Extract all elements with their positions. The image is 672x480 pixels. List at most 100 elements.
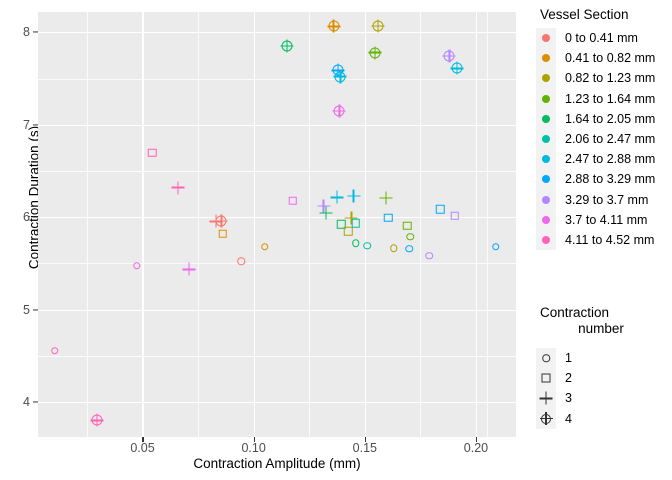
data-point [218, 229, 227, 238]
gridline-minor-vertical [198, 12, 199, 437]
shape-legend-title-line: number [578, 320, 624, 336]
circle-icon [542, 135, 550, 144]
colour-legend-item[interactable]: 0 to 0.41 mm [536, 28, 655, 49]
circle-icon [542, 215, 550, 224]
y-tick-label: 7 [23, 117, 30, 132]
colour-legend-label: 2.88 to 3.29 mm [565, 172, 656, 187]
colour-legend-label: 1.23 to 1.64 mm [565, 91, 656, 106]
shape-legend-label: 4 [565, 411, 572, 426]
data-point [389, 244, 398, 252]
data-point [347, 189, 361, 203]
circle-plus-icon [539, 412, 553, 426]
x-axis-title: Contraction Amplitude (mm) [193, 456, 361, 471]
x-tick-label: 0.05 [130, 441, 155, 455]
gridline-minor-vertical [420, 12, 421, 437]
data-point [436, 205, 445, 214]
shape-legend-title-line: Contraction [540, 305, 610, 320]
gridline-major-vertical [475, 12, 478, 437]
colour-legend-title: Vessel Section [540, 7, 629, 22]
x-tick-label: 0.10 [241, 441, 266, 455]
circle-icon [542, 235, 550, 244]
shape-legend-item[interactable]: 3 [536, 388, 572, 409]
circle-icon [542, 354, 550, 362]
plot-panel [38, 12, 516, 437]
colour-legend-item[interactable]: 2.47 to 2.88 mm [536, 149, 655, 170]
plus-icon [539, 391, 553, 405]
shape-legend-item[interactable]: 1 [536, 348, 572, 369]
gridline-minor-horizontal [38, 78, 516, 80]
circle-icon [542, 54, 550, 63]
colour-legend-label: 2.06 to 2.47 mm [565, 132, 656, 147]
data-point [344, 211, 358, 225]
data-point [343, 227, 353, 236]
x-tick-label: 0.15 [352, 441, 377, 455]
gridline-major-horizontal [38, 309, 516, 311]
marker-ring [281, 40, 293, 52]
legend-swatch [536, 169, 556, 190]
colour-legend-label: 1.64 to 2.05 mm [565, 111, 656, 126]
data-point [425, 252, 434, 260]
colour-legend-item[interactable]: 2.06 to 2.47 mm [536, 128, 656, 150]
legend-swatch [536, 408, 556, 429]
colour-legend-item[interactable]: 3.29 to 3.7 mm [536, 189, 655, 210]
data-point [214, 214, 228, 228]
data-point [182, 262, 196, 276]
data-point [492, 242, 500, 251]
colour-legend-label: 0.82 to 1.23 mm [565, 71, 656, 86]
data-point [237, 257, 246, 266]
circle-icon [542, 195, 550, 204]
colour-legend-item[interactable]: 3.7 to 4.11 mm [536, 209, 655, 230]
gridline-major-vertical [253, 12, 255, 437]
legend-area: Vessel Section 0 to 0.41 mm 0.41 to 0.82 … [528, 0, 672, 480]
legend-swatch [536, 149, 556, 170]
legend-swatch [536, 128, 556, 150]
circle-icon [542, 114, 550, 123]
gridline-minor-vertical [309, 12, 310, 437]
data-point [133, 261, 141, 270]
colour-legend-item[interactable]: 0.41 to 0.82 mm [536, 48, 656, 69]
data-point [280, 39, 294, 53]
data-point [351, 218, 361, 228]
legend-swatch [536, 368, 556, 389]
data-point [442, 49, 456, 63]
x-tick-mark [142, 437, 144, 442]
colour-legend-item[interactable]: 4.11 to 4.52 mm [536, 229, 655, 251]
colour-legend-item[interactable]: 1.23 to 1.64 mm [536, 88, 656, 109]
colour-legend-label: 4.11 to 4.52 mm [565, 232, 655, 247]
shape-legend-label: 2 [565, 371, 572, 386]
gridline-major-horizontal [38, 32, 516, 34]
data-point [288, 196, 297, 206]
gridline-minor-horizontal [38, 170, 516, 172]
data-point [450, 61, 464, 75]
legend-swatch [536, 348, 556, 369]
data-point [319, 206, 333, 220]
shape-legend-title: Contraction number [536, 305, 666, 336]
data-point [261, 242, 269, 251]
colour-legend-item[interactable]: 2.88 to 3.29 mm [536, 169, 656, 190]
colour-legend-keys: 0 to 0.41 mm 0.41 to 0.82 mm 0.82 to 1.23 … [536, 28, 656, 251]
x-tick-mark [364, 437, 366, 442]
shape-legend-item[interactable]: 4 [536, 408, 572, 429]
y-tick-label: 5 [23, 302, 30, 317]
circle-icon [542, 34, 550, 43]
gridline-major-horizontal [38, 124, 516, 126]
shape-legend-item[interactable]: 2 [536, 368, 572, 389]
marker-ring [369, 47, 381, 59]
colour-legend-label: 0.41 to 0.82 mm [565, 51, 656, 66]
data-point [337, 219, 346, 229]
data-point [327, 19, 341, 33]
marker-ring [333, 105, 345, 117]
colour-legend-item[interactable]: 0.82 to 1.23 mm [536, 68, 656, 89]
marker-ring [541, 413, 551, 424]
colour-legend-item[interactable]: 1.64 to 2.05 mm [536, 108, 656, 129]
legend-swatch [536, 189, 556, 210]
x-tick-mark [475, 437, 478, 442]
legend-swatch [536, 88, 556, 109]
gridline-minor-horizontal [38, 355, 516, 357]
data-point [363, 242, 371, 250]
data-point [405, 244, 414, 253]
circle-icon [542, 155, 550, 164]
gridline-minor-vertical [487, 12, 488, 437]
gridline-major-vertical [142, 12, 144, 437]
